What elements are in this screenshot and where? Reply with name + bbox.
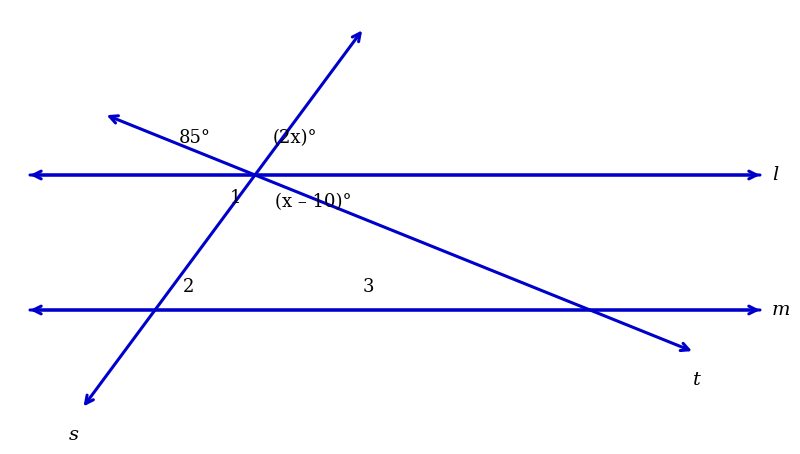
Text: l: l (772, 166, 778, 184)
Text: s: s (69, 426, 78, 444)
Text: (2x)°: (2x)° (273, 129, 318, 147)
Text: 85°: 85° (179, 129, 211, 147)
Text: (x – 10)°: (x – 10)° (275, 193, 352, 211)
Text: t: t (693, 371, 701, 389)
Text: 2: 2 (183, 278, 194, 296)
Text: 1: 1 (230, 189, 241, 207)
Text: m: m (772, 301, 790, 319)
Text: 3: 3 (362, 278, 374, 296)
